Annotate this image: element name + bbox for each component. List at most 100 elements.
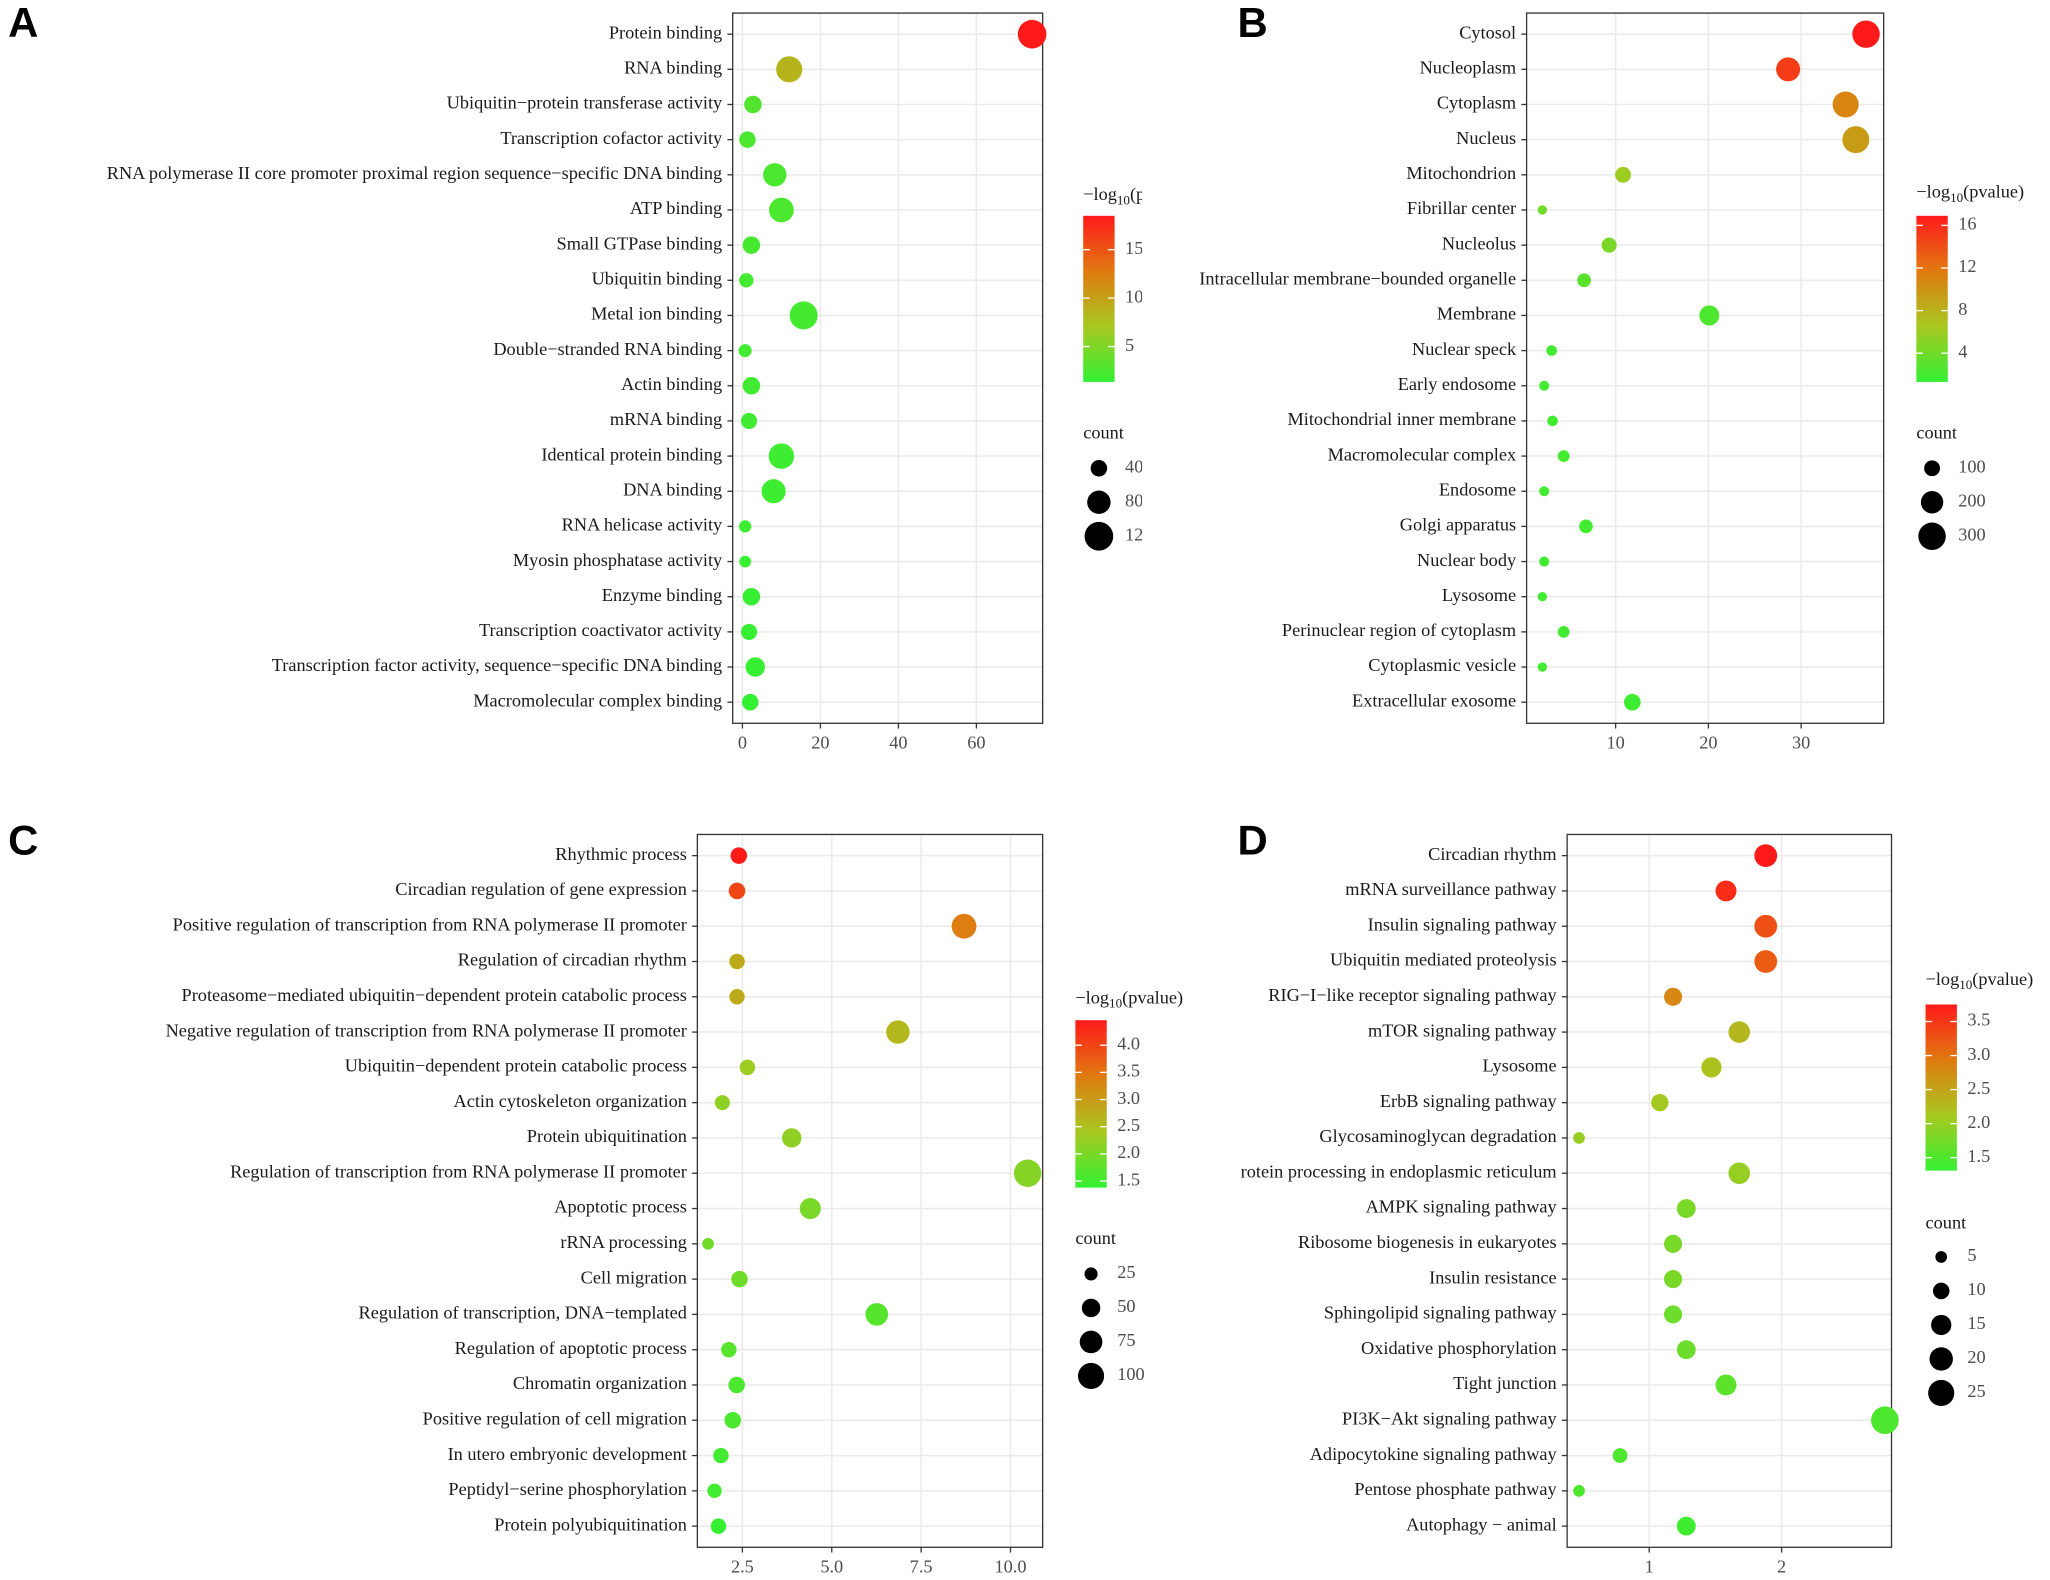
category-label: Early endosome [1398, 374, 1516, 394]
size-key [1929, 1347, 1953, 1371]
colorbar-label: 12 [1958, 256, 1976, 276]
x-tick-label: 1 [1645, 1556, 1654, 1576]
bubble [1624, 693, 1641, 711]
category-label: Macromolecular complex [1328, 444, 1516, 464]
bubble [1663, 1305, 1683, 1324]
category-label: Apoptotic process [554, 1197, 687, 1217]
bubble [1663, 1270, 1683, 1289]
category-label: Adipocytokine signaling pathway [1310, 1444, 1558, 1464]
bubble [1577, 273, 1591, 288]
bubble [739, 520, 752, 533]
category-label: Pentose phosphate pathway [1354, 1479, 1557, 1499]
x-tick-label: 2 [1777, 1556, 1786, 1576]
category-label: ErbB signaling pathway [1380, 1091, 1558, 1111]
bubble [744, 95, 762, 114]
bubble [782, 1128, 802, 1148]
bubble [713, 1447, 729, 1464]
bubble [710, 1518, 727, 1534]
colorbar-label: 3.5 [1967, 1010, 1990, 1030]
bubble [721, 1341, 737, 1358]
category-label: mRNA surveillance pathway [1345, 879, 1557, 899]
title-part: −log [1916, 182, 1950, 202]
category-label: Glycosaminoglycan degradation [1319, 1126, 1556, 1146]
colorbar-label: 15 [1125, 238, 1143, 258]
size-key [1081, 1298, 1101, 1318]
size-label: 120 [1125, 524, 1152, 544]
category-label: Protein ubiquitination [527, 1126, 687, 1146]
category-label: Circadian regulation of gene expression [395, 879, 687, 899]
colorbar-label: 10 [1125, 286, 1143, 306]
colorbar [1083, 215, 1115, 382]
bubble [1537, 662, 1548, 672]
category-label: rRNA processing [560, 1232, 687, 1252]
bubble [1663, 987, 1683, 1006]
x-tick-label: 10 [1606, 732, 1624, 752]
bubble [738, 344, 752, 358]
title-sub: 10 [1950, 190, 1964, 205]
size-key [1920, 491, 1944, 514]
size-label: 40 [1125, 456, 1143, 476]
colorbar-label: 3.5 [1117, 1061, 1140, 1081]
category-label: Nucleoplasm [1420, 58, 1517, 78]
x-tick-label: 5.0 [820, 1556, 843, 1576]
x-tick-label: 7.5 [910, 1556, 933, 1576]
size-label: 300 [1958, 524, 1985, 544]
panel-letter: C [8, 817, 38, 864]
colorbar-label: 16 [1958, 214, 1976, 234]
category-label: rotein processing in endoplasmic reticul… [1241, 1161, 1557, 1181]
bubble [1676, 1340, 1696, 1360]
category-label: Lysosome [1482, 1056, 1556, 1076]
bubble [729, 989, 745, 1005]
category-label: Cytosol [1459, 22, 1516, 42]
title-sub: 10 [1117, 192, 1131, 207]
bubble [1754, 950, 1778, 973]
size-key [1079, 1330, 1103, 1354]
bubble [742, 376, 761, 395]
bubble [1601, 237, 1617, 253]
bubble [1557, 450, 1570, 462]
bubble [1663, 1234, 1683, 1253]
bubble [1832, 91, 1859, 118]
colorbar-label: 8 [1958, 299, 1967, 319]
colorbar-label: 3.0 [1967, 1044, 1990, 1064]
bubble [1715, 1374, 1737, 1396]
category-label: Negative regulation of transcription fro… [166, 1020, 687, 1040]
size-legend-title: count [1075, 1228, 1116, 1248]
colorbar-label: 2.5 [1117, 1115, 1140, 1135]
size-label: 100 [1117, 1364, 1144, 1384]
bubble [761, 479, 786, 504]
category-label: Transcription factor activity, sequence−… [272, 655, 723, 675]
title-sub: 10 [1109, 996, 1123, 1011]
bubble [1699, 305, 1720, 326]
category-label: Perinuclear region of cytoplasm [1282, 620, 1516, 640]
category-label: Nuclear speck [1412, 339, 1517, 359]
category-label: Ubiquitin binding [592, 268, 723, 288]
color-legend-title: −log10(pvalue) [1916, 182, 2024, 205]
size-label: 10 [1967, 1279, 1985, 1299]
size-label: 75 [1117, 1330, 1135, 1350]
x-tick-label: 60 [967, 732, 985, 752]
colorbar [1925, 1004, 1957, 1171]
bubble [1537, 205, 1548, 215]
bubble [1701, 1057, 1722, 1078]
category-label: Extracellular exosome [1352, 690, 1516, 710]
x-tick-label: 40 [889, 732, 907, 752]
bubble [865, 1303, 889, 1326]
size-label: 25 [1117, 1262, 1135, 1282]
category-label: Transcription coactivator activity [479, 620, 723, 640]
category-label: Protein polyubiquitination [494, 1514, 687, 1534]
category-label: Golgi apparatus [1400, 515, 1516, 535]
category-label: Insulin signaling pathway [1368, 914, 1558, 934]
size-label: 20 [1967, 1347, 1985, 1367]
title-part: −log [1075, 987, 1109, 1007]
bubble [768, 443, 795, 469]
size-key [1090, 459, 1108, 477]
bubble [1013, 1159, 1042, 1187]
bubble [1852, 20, 1880, 48]
category-label: Small GTPase binding [557, 233, 723, 253]
bubble [707, 1483, 722, 1499]
bubble [1017, 19, 1047, 49]
